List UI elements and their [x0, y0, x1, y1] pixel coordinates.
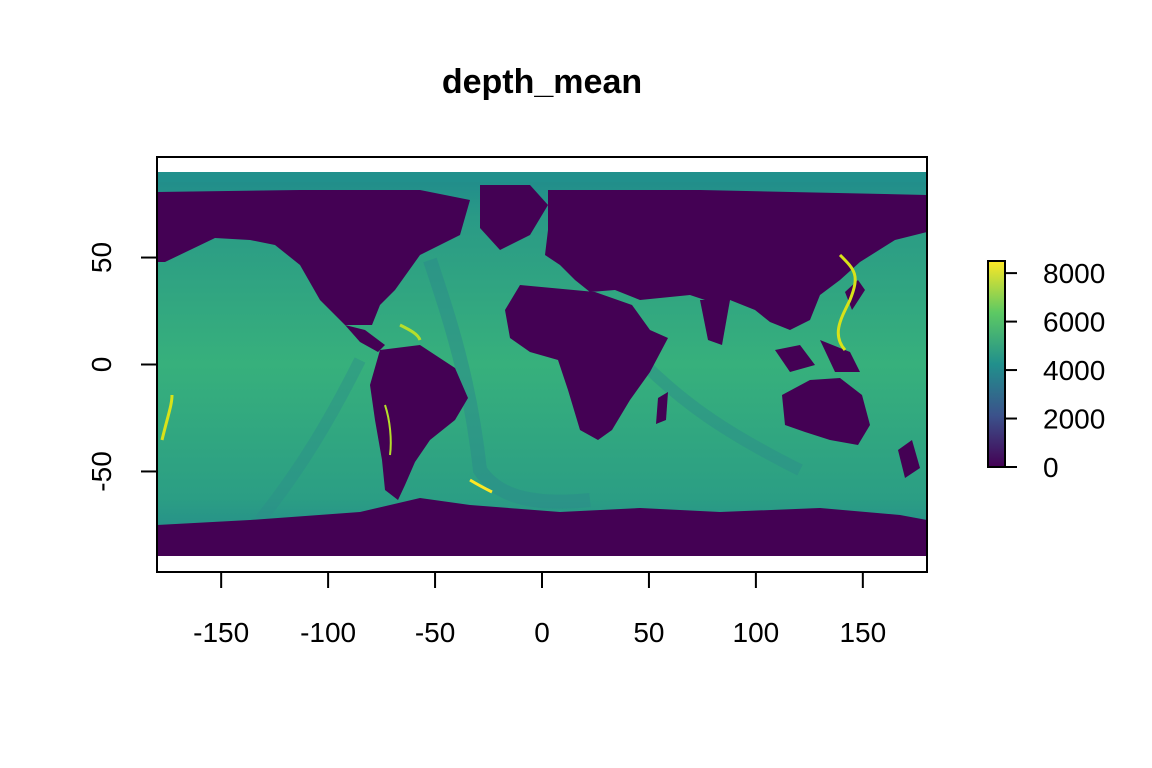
y-tick-label: -50	[86, 451, 117, 491]
greenland	[480, 185, 548, 250]
australia	[782, 378, 870, 445]
x-tick-label: -100	[300, 617, 356, 648]
trench	[836, 253, 857, 351]
colorbar-legend: 0 2000 4000 6000 8000	[987, 258, 1105, 483]
x-tick-label: -150	[193, 617, 249, 648]
africa	[505, 285, 668, 440]
colorbar-tick-label: 8000	[1043, 258, 1105, 289]
colorbar-tick-label: 0	[1043, 452, 1059, 483]
x-tick-label: 100	[733, 617, 780, 648]
x-tick-label: 0	[534, 617, 550, 648]
colorbar-tick-label: 2000	[1043, 404, 1105, 435]
y-tick-label: 50	[86, 242, 117, 273]
map-title: depth_mean	[442, 63, 642, 101]
y-axis: -50 0 50	[86, 242, 157, 492]
x-tick-label: -50	[415, 617, 455, 648]
x-tick-label: 50	[633, 617, 664, 648]
colorbar-tick-label: 4000	[1043, 355, 1105, 386]
north-america	[157, 190, 470, 325]
x-tick-label: 150	[839, 617, 886, 648]
colorbar	[987, 260, 1006, 468]
colorbar-tick-label: 6000	[1043, 307, 1105, 338]
x-axis: -150 -100 -50 0 50 100 150	[193, 572, 886, 648]
y-tick-label: 0	[86, 357, 117, 373]
south-america	[370, 345, 468, 500]
bathymetry-raster	[157, 172, 927, 556]
eurasia	[545, 190, 927, 330]
antarctica	[157, 498, 927, 556]
